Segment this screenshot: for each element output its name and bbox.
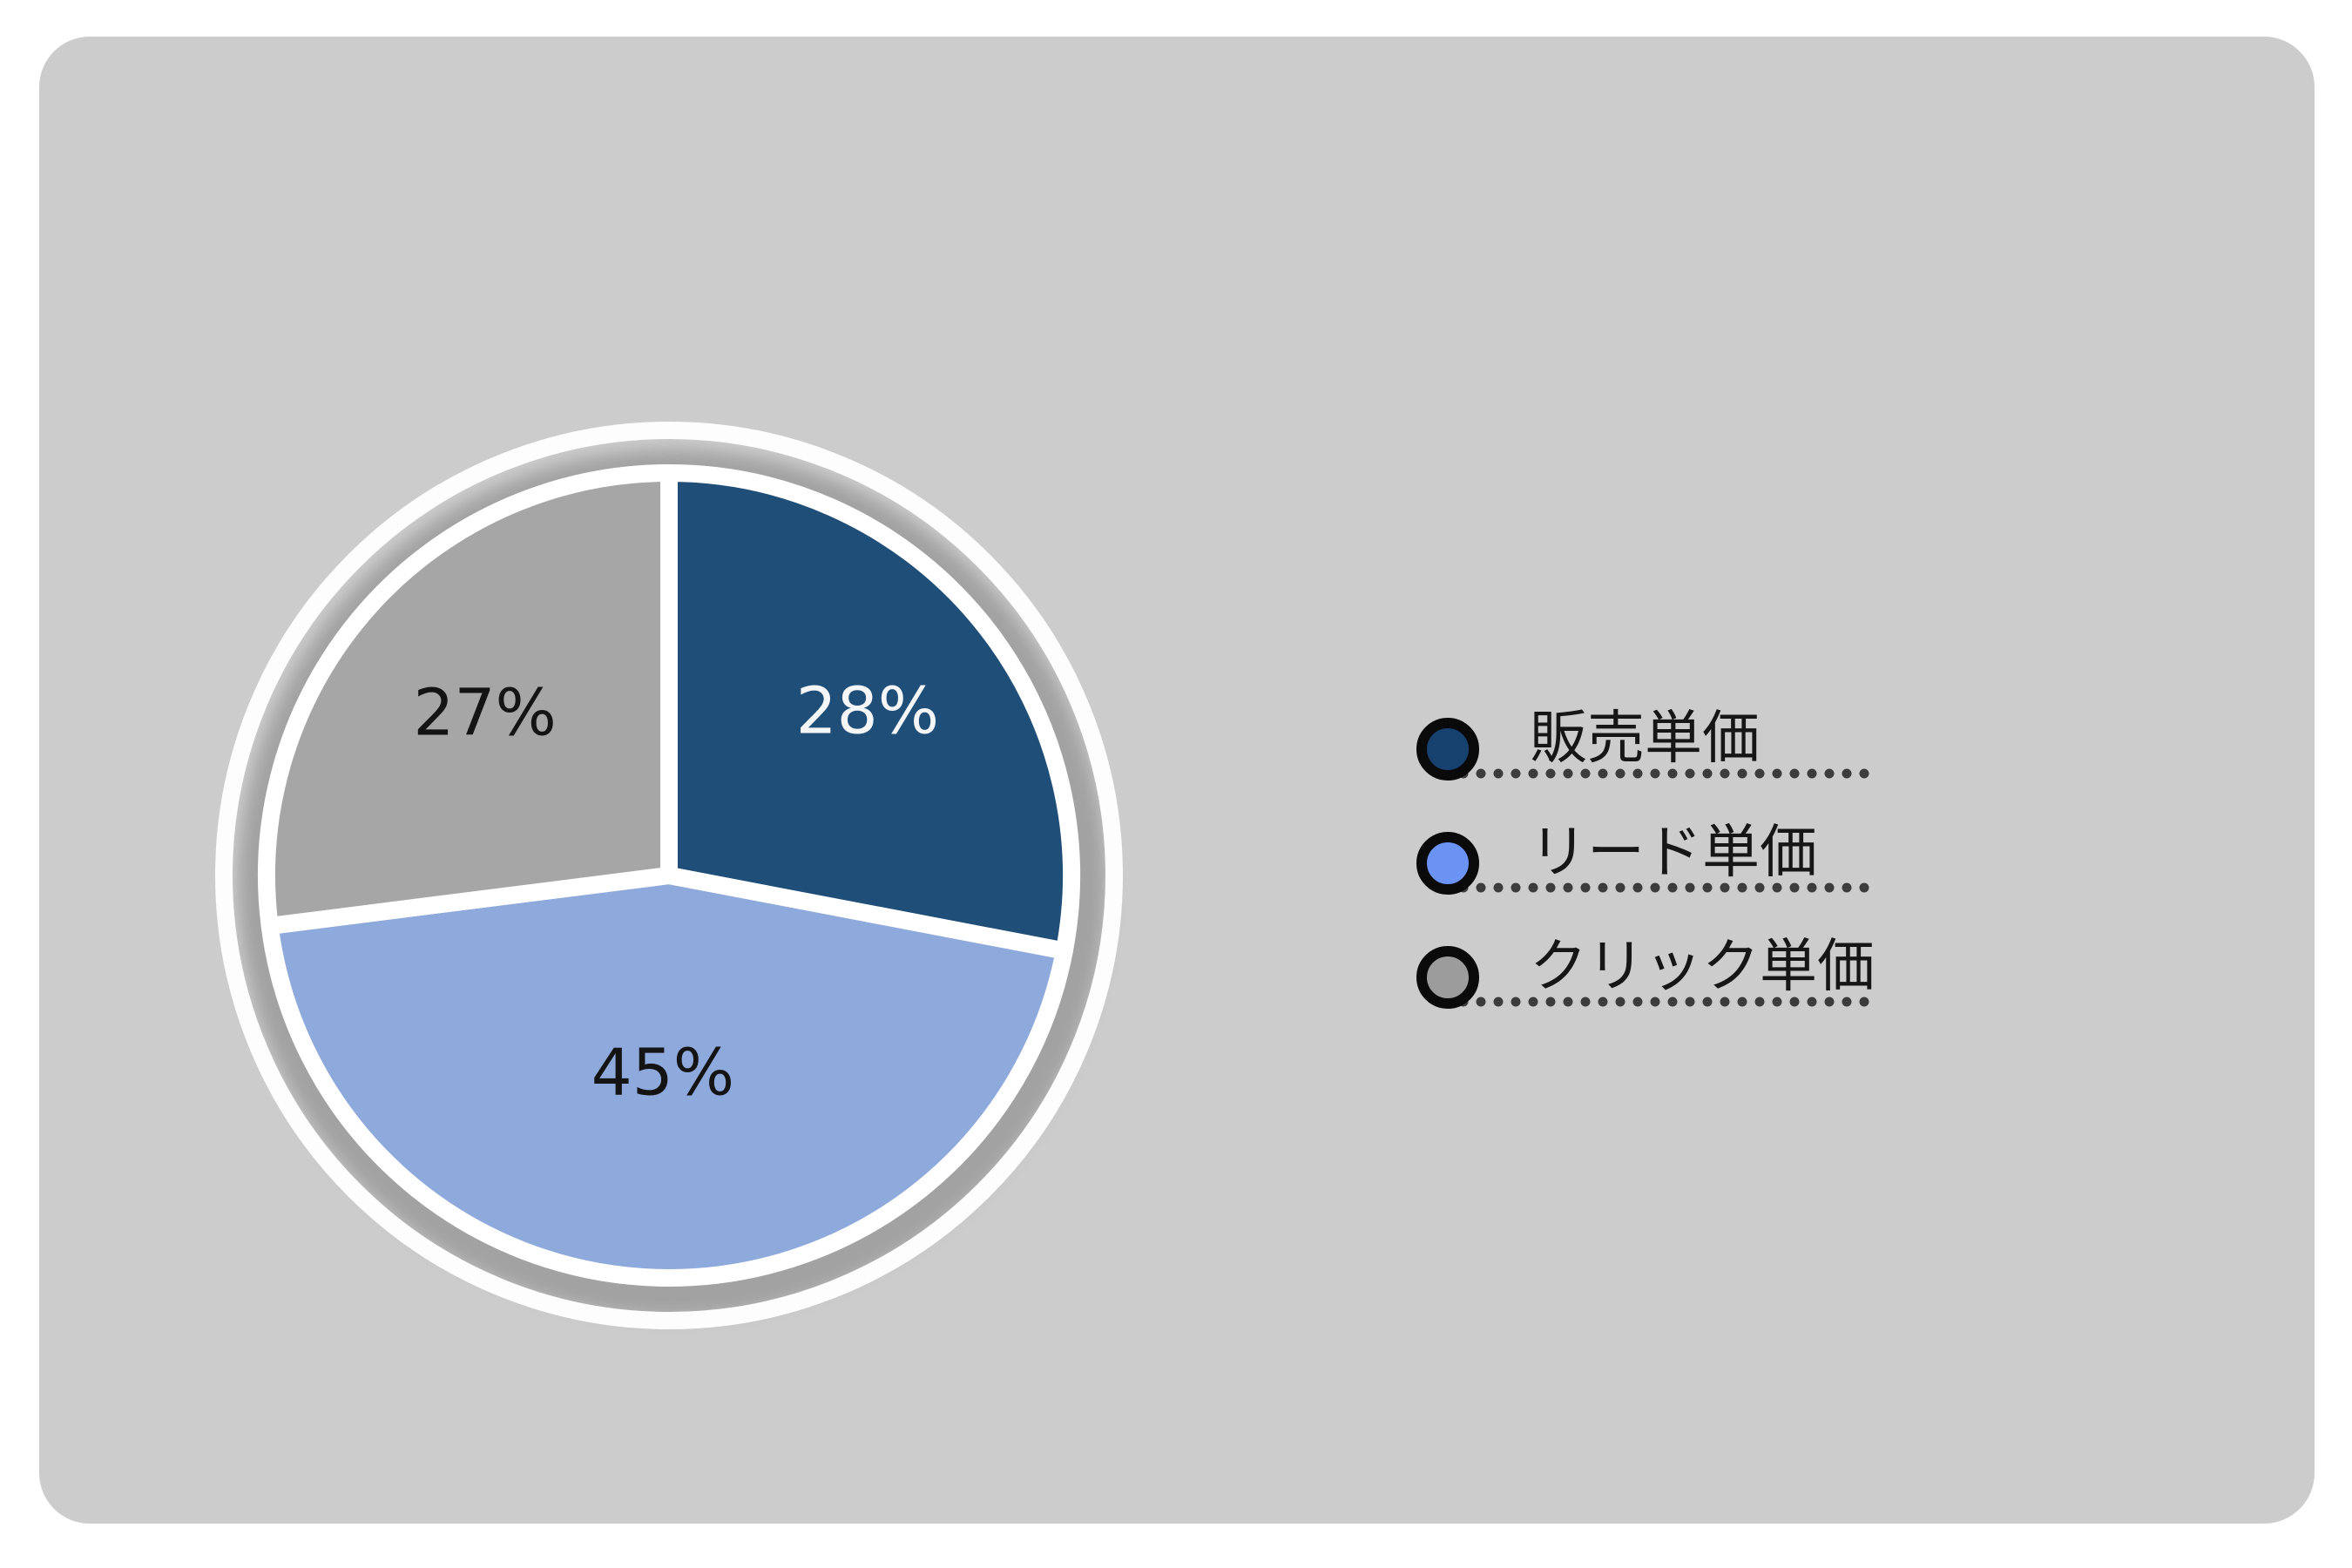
legend-dot [1702, 768, 1713, 779]
legend-dot [1667, 768, 1678, 779]
legend-dot [1807, 882, 1817, 893]
legend-swatch-icon [1416, 946, 1479, 1009]
legend-dot [1737, 882, 1747, 893]
legend-dot [1737, 768, 1747, 779]
legend-dot [1598, 997, 1608, 1007]
legend-label: クリック単価 [1530, 933, 1875, 1000]
pie [258, 464, 1081, 1287]
legend-dot [1511, 997, 1521, 1007]
legend-dot [1476, 768, 1486, 779]
legend-dot [1842, 997, 1852, 1007]
legend-dot [1580, 997, 1591, 1007]
legend-dot [1476, 997, 1486, 1007]
pie-slice-2 [258, 464, 678, 935]
legend-dot [1493, 768, 1504, 779]
legend-dot [1598, 768, 1608, 779]
legend-dot [1580, 768, 1591, 779]
legend-dot [1859, 997, 1869, 1007]
legend-dot [1615, 997, 1625, 1007]
legend-dot [1859, 882, 1869, 893]
legend-dot [1650, 882, 1660, 893]
legend-dot [1789, 882, 1800, 893]
legend-dot [1632, 882, 1643, 893]
pie-labels: 28% 45% 27% [413, 674, 939, 1111]
legend-dot [1563, 997, 1573, 1007]
legend-dot [1824, 768, 1835, 779]
legend-dot [1615, 882, 1625, 893]
legend-dot [1702, 997, 1713, 1007]
legend-dot [1545, 882, 1556, 893]
legend-dot [1667, 882, 1678, 893]
legend-dot [1615, 768, 1625, 779]
legend-dot [1772, 882, 1782, 893]
legend-dot [1528, 997, 1538, 1007]
legend-dot [1859, 768, 1869, 779]
legend-dot [1685, 997, 1695, 1007]
legend-dot [1528, 882, 1538, 893]
legend-dot [1807, 768, 1817, 779]
legend-dot [1842, 768, 1852, 779]
legend-dot [1772, 997, 1782, 1007]
legend-dot [1754, 882, 1765, 893]
pie-slice-label-2: 27% [413, 676, 556, 751]
legend-dot [1511, 768, 1521, 779]
pie-slice-1 [260, 867, 1073, 1287]
legend-item-1: リード単価 [1416, 819, 1869, 895]
legend-dot [1632, 997, 1643, 1007]
pie-slice-label-1: 45% [591, 1035, 734, 1110]
pie-slice-label-0: 28% [796, 674, 939, 749]
legend-dot [1789, 997, 1800, 1007]
pie-slice-0 [660, 464, 1081, 960]
legend-dot [1754, 997, 1765, 1007]
legend-dot [1720, 882, 1730, 893]
legend-dot [1737, 997, 1747, 1007]
legend-dot [1545, 768, 1556, 779]
legend-dot [1842, 882, 1852, 893]
legend-dot [1824, 997, 1835, 1007]
legend-dot [1563, 882, 1573, 893]
legend-dot [1772, 768, 1782, 779]
pie-outer-ring [215, 422, 1123, 1329]
legend-dot [1754, 768, 1765, 779]
legend-dot [1720, 768, 1730, 779]
legend-dot [1493, 882, 1504, 893]
legend-dot [1702, 882, 1713, 893]
legend-item-2: クリック単価 [1416, 933, 1875, 1009]
legend-dot [1528, 768, 1538, 779]
legend-dot [1598, 882, 1608, 893]
legend-dot [1720, 997, 1730, 1007]
legend-dot [1563, 768, 1573, 779]
legend-dot [1789, 768, 1800, 779]
legend-dot [1511, 882, 1521, 893]
legend-dot [1807, 997, 1817, 1007]
legend-dot [1685, 768, 1695, 779]
legend-dot [1650, 768, 1660, 779]
legend-dot [1667, 997, 1678, 1007]
legend-dot [1685, 882, 1695, 893]
legend-swatch-icon [1416, 718, 1479, 781]
legend-swatch-icon [1416, 832, 1479, 895]
legend-label: リード単価 [1530, 819, 1817, 886]
legend-item-0: 販売単価 [1416, 705, 1869, 781]
legend-dot [1476, 882, 1486, 893]
legend-dot [1632, 768, 1643, 779]
legend-dot [1545, 997, 1556, 1007]
legend-dot [1493, 997, 1504, 1007]
legend-dot [1580, 882, 1591, 893]
legend-dot [1650, 997, 1660, 1007]
legend-dot [1824, 882, 1835, 893]
legend-label: 販売単価 [1530, 705, 1760, 772]
